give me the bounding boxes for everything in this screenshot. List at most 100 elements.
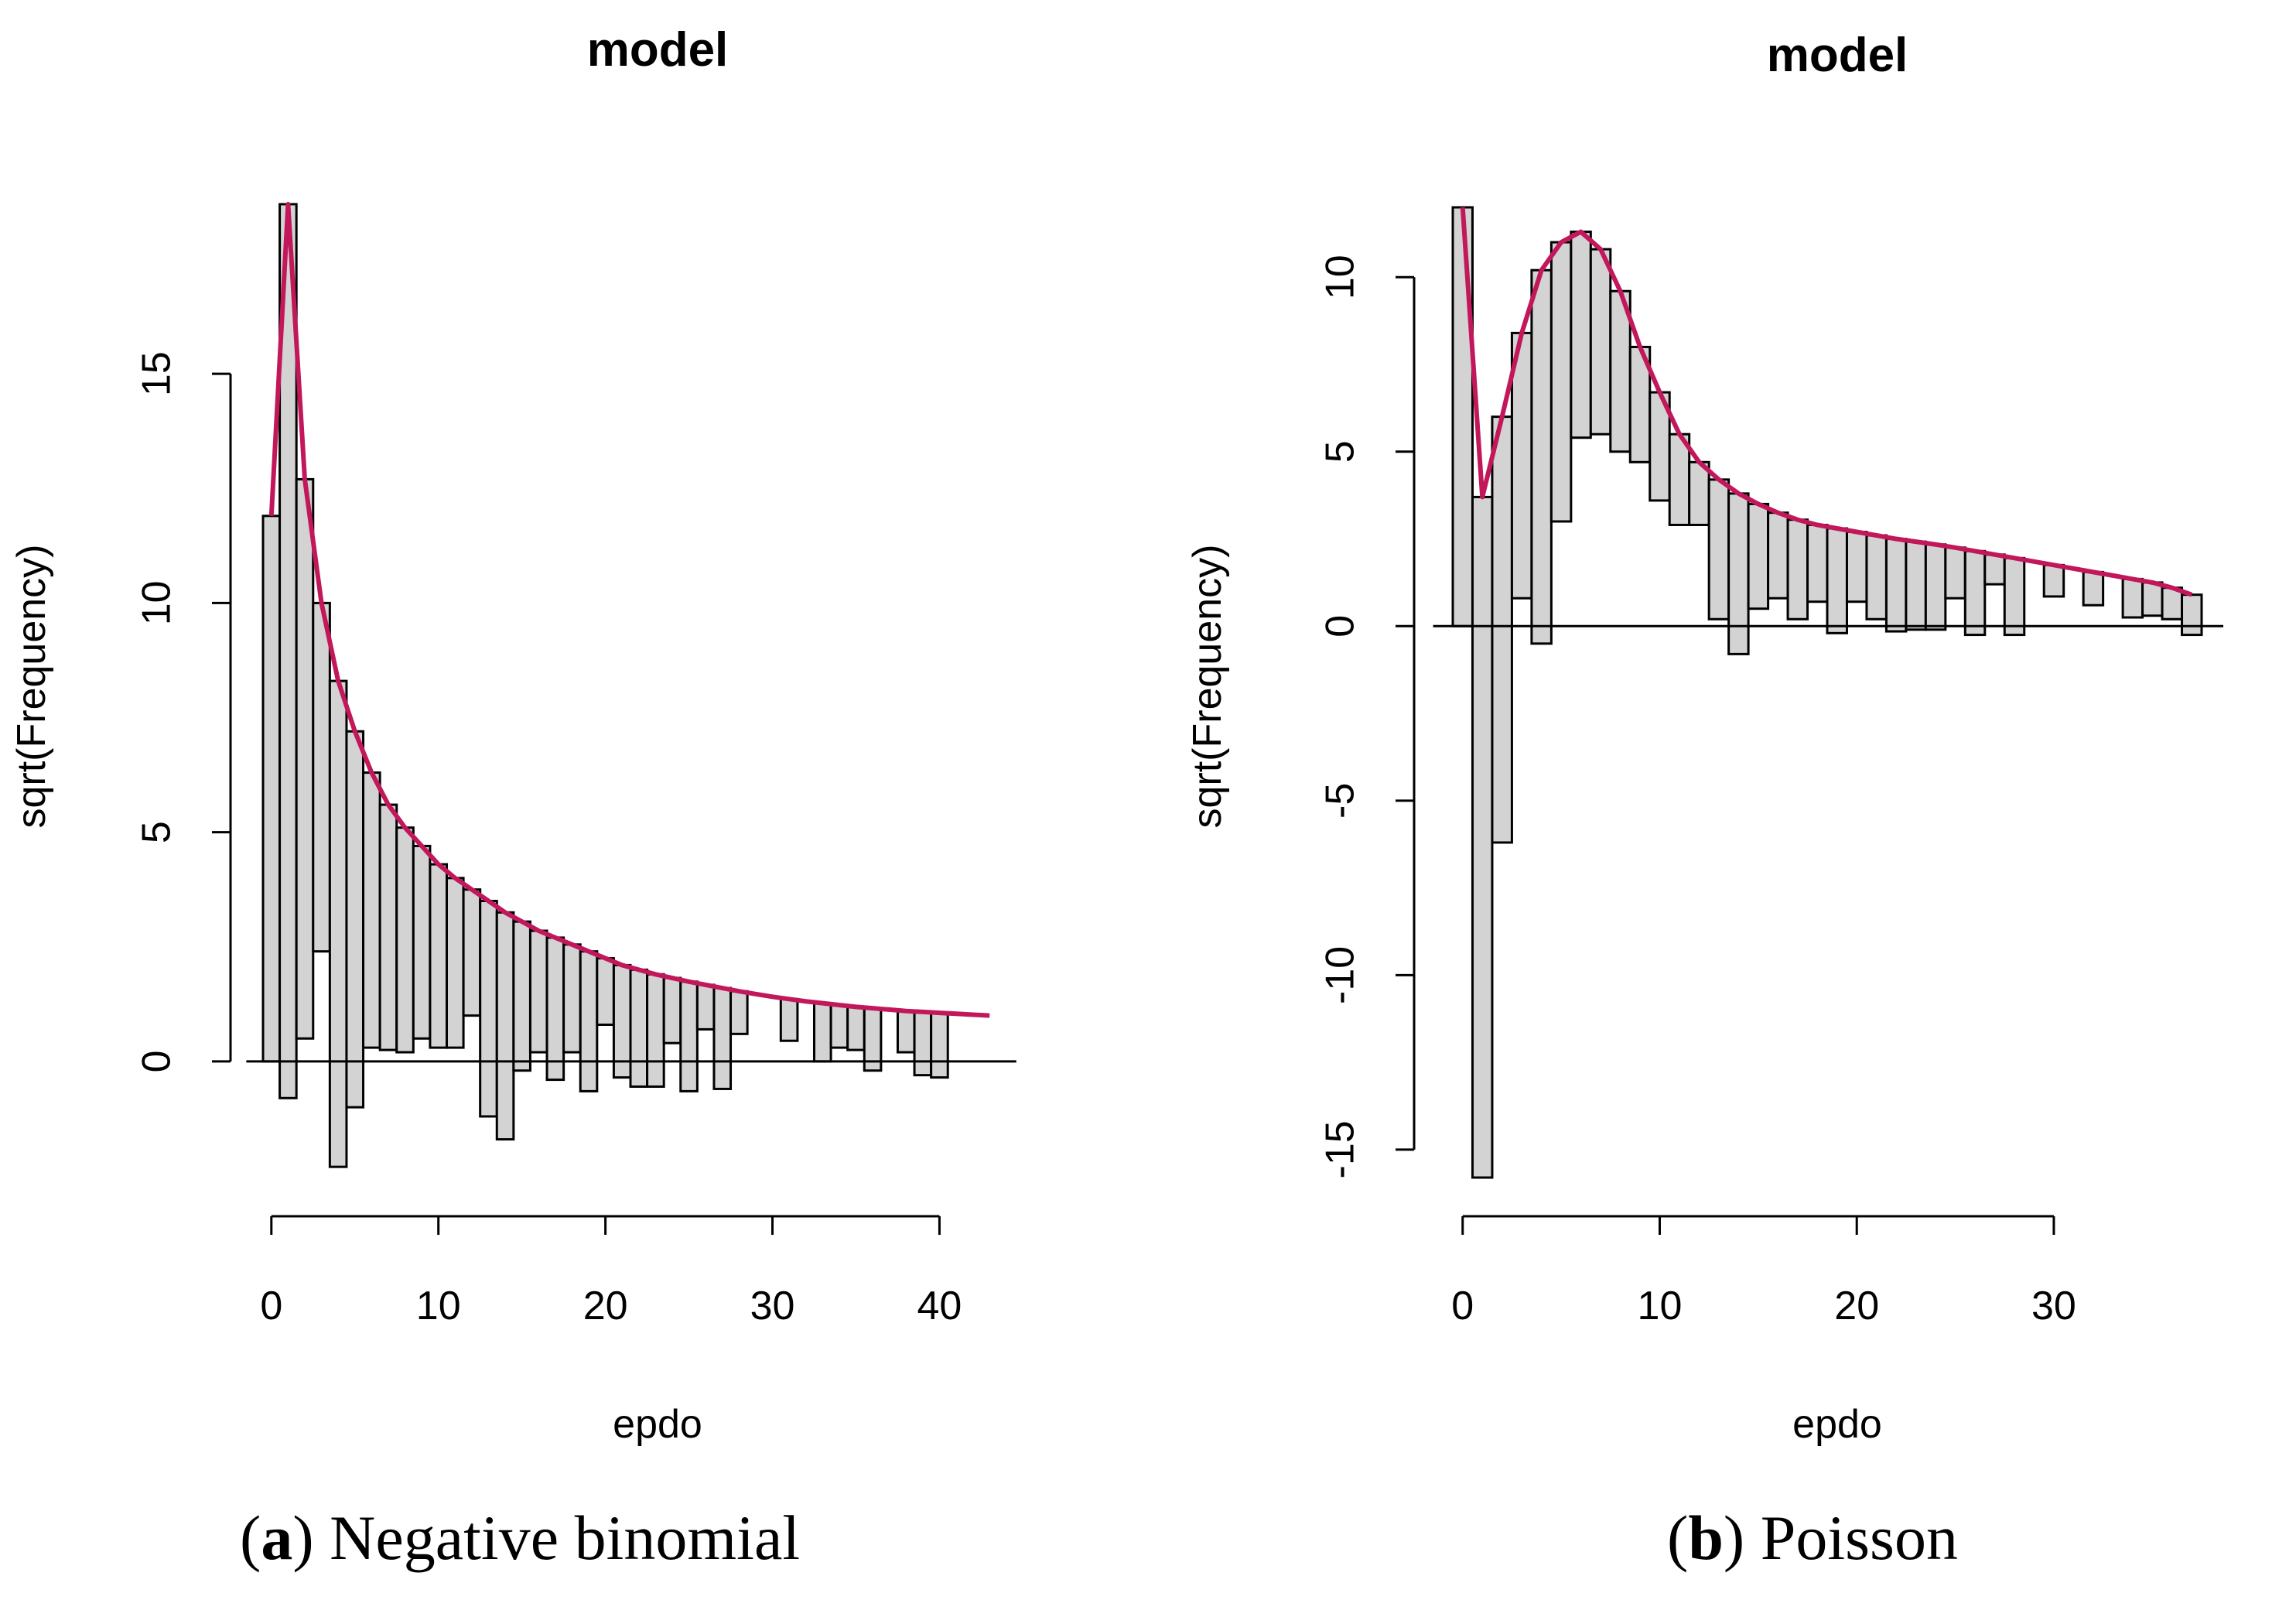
panel-b-bar-20 [1845,531,1868,603]
panel-b-xlabel: epdo [1792,1402,1882,1447]
panel-a-x-tick-label-20: 20 [583,1284,628,1328]
panel-b-ylabel: sqrt(Frequency) [1185,545,1230,829]
panel-a-bar-12 [462,888,482,1017]
panel-a-x-tick-label-10: 10 [416,1284,461,1328]
panel-negative-binomial: model sqrt(Frequency) epdo (a) Negative … [9,23,1016,1573]
panel-b-y-tick-label-5: 5 [1318,440,1363,463]
panel-a-expected-curve [268,201,990,1018]
panel-b-bar-7 [1589,248,1612,436]
panel-a-bar-2 [295,477,315,1040]
panel-a-bar-11 [446,877,465,1049]
panel-a-bar-38 [896,1010,916,1054]
panel-b-title: model [1767,29,1908,82]
panel-b-x-tick-label-0: 0 [1451,1284,1474,1328]
panel-a-bar-3 [312,601,331,953]
panel-b-bar-23 [1905,540,1927,631]
panel-b-bar-1 [1471,495,1494,1179]
panel-b-bar-17 [1786,518,1809,621]
panel-b-bar-0 [1451,206,1474,627]
panel-a-bar-33 [813,1002,832,1063]
panel-b-bar-5 [1549,241,1573,523]
panel-b-plot-area: -15 -10 -5 0 5 10 0 10 20 30 [1318,206,2224,1328]
panel-b-bar-35 [2141,581,2164,617]
panel-a-bar-5 [345,730,365,1109]
panel-b-bar-25 [1944,546,1966,600]
panel-b-bars [1451,206,2203,1179]
panel-a-bar-24 [662,976,682,1044]
panel-b-bar-24 [1924,543,1947,631]
panel-b-bar-13 [1707,478,1731,621]
panel-a-bar-0 [261,515,282,1063]
panel-b-bar-27 [1983,553,2006,586]
panel-b-bar-21 [1865,534,1888,621]
panel-b-bar-6 [1570,231,1592,439]
panel-b-y-tick-label-0: 0 [1318,615,1363,638]
panel-b-x-tick-label-20: 20 [1834,1284,1879,1328]
panel-b-caption: (b) Poisson [1667,1503,1958,1573]
panel-a-x-tick-label-0: 0 [260,1284,282,1328]
panel-b-bar-8 [1609,289,1631,453]
panel-b-bar-32 [2082,570,2105,607]
panel-b-bar-37 [2181,593,2203,637]
panel-b-bar-16 [1767,511,1789,600]
panel-a-caption: (a) Negative binomial [240,1503,800,1573]
panel-a-plot-area: 0 5 10 15 0 10 20 30 40 [135,201,1016,1328]
panel-a-bar-9 [412,844,432,1040]
panel-b-x-tick-label-30: 30 [2031,1284,2076,1328]
panel-a-caption-text: Negative binomial [330,1503,800,1573]
panel-b-x-tick-label-10: 10 [1638,1284,1683,1328]
panel-a-y-tick-label-0: 0 [135,1050,179,1072]
panel-a-bar-4 [328,679,348,1168]
panel-a-bar-19 [579,950,599,1092]
panel-b-y-tick-label--15: -15 [1318,1120,1363,1178]
panel-b-y-tick-label-10: 10 [1318,255,1363,299]
panel-a-bar-23 [646,973,665,1088]
panel-a-bar-13 [479,900,498,1118]
panel-a-title: model [587,23,729,77]
panel-b-bar-22 [1884,538,1908,633]
panel-poisson: model sqrt(Frequency) epdo (b) Poisson -… [1185,29,2224,1573]
panel-a-bar-28 [729,990,749,1035]
panel-a-bar-35 [846,1005,866,1051]
panel-a-bar-6 [362,771,381,1049]
panel-b-bar-19 [1826,527,1848,634]
panel-b-bar-12 [1688,460,1710,526]
panel-a-caption-letter: a [261,1503,292,1573]
panel-a-bar-8 [395,826,415,1054]
panel-b-bar-26 [1963,549,1987,637]
panel-a-bars [261,203,949,1168]
panel-a-bar-15 [512,920,531,1072]
panel-a-bar-17 [545,936,565,1082]
panel-a-x-tick-label-30: 30 [750,1284,795,1328]
panel-a-bar-16 [528,929,548,1054]
panel-a-bar-25 [679,980,699,1092]
panel-a-bar-26 [695,983,716,1031]
panel-a-y-tick-label-10: 10 [135,580,179,625]
panel-a-bar-7 [378,803,398,1051]
panel-b-bar-2 [1491,415,1513,844]
panel-a-xlabel: epdo [613,1402,702,1447]
panel-b-bar-3 [1510,331,1533,600]
panel-b-bar-14 [1727,492,1750,655]
panel-b-bar-18 [1806,523,1829,603]
panel-a-bar-34 [829,1003,849,1049]
panel-a-bar-14 [495,911,515,1141]
panel-b-expected-curve [1460,207,2193,597]
panel-b-caption-text: Poisson [1761,1503,1958,1573]
panel-a-bar-20 [596,957,615,1026]
panel-b-bar-28 [2003,556,2026,637]
panel-a-x-tick-label-40: 40 [917,1284,962,1328]
panel-a-bar-31 [779,997,799,1042]
panel-a-bar-10 [429,863,449,1049]
panel-a-ylabel: sqrt(Frequency) [9,545,54,829]
panel-b-bar-15 [1747,502,1770,610]
panel-b-y-tick-label--5: -5 [1318,783,1363,819]
panel-a-bar-22 [629,968,649,1088]
panel-a-bar-18 [562,943,582,1054]
panel-b-bar-30 [2042,563,2065,598]
panel-a-y-tick-label-5: 5 [135,821,179,843]
panel-b-y-tick-label--10: -10 [1318,946,1363,1004]
panel-b-caption-letter: b [1688,1503,1724,1573]
panel-a-bar-40 [930,1011,949,1079]
